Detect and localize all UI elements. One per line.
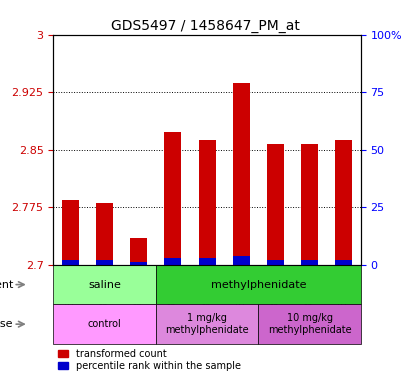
Text: dose: dose bbox=[0, 319, 13, 329]
Bar bbox=[96, 204, 113, 265]
FancyBboxPatch shape bbox=[155, 305, 258, 344]
Text: methylphenidate: methylphenidate bbox=[210, 280, 305, 290]
Bar bbox=[300, 144, 317, 265]
Text: saline: saline bbox=[88, 280, 121, 290]
Legend: transformed count, percentile rank within the sample: transformed count, percentile rank withi… bbox=[58, 349, 240, 371]
Text: 10 mg/kg
methylphenidate: 10 mg/kg methylphenidate bbox=[267, 313, 351, 335]
Bar bbox=[232, 256, 249, 265]
FancyBboxPatch shape bbox=[53, 305, 155, 344]
Bar bbox=[266, 144, 283, 265]
Bar bbox=[198, 140, 215, 265]
Bar bbox=[62, 260, 79, 265]
Bar bbox=[232, 83, 249, 265]
Bar bbox=[130, 263, 147, 265]
Bar bbox=[96, 260, 113, 265]
Bar bbox=[198, 258, 215, 265]
Bar bbox=[62, 200, 79, 265]
Text: agent: agent bbox=[0, 280, 13, 290]
FancyBboxPatch shape bbox=[155, 265, 360, 305]
Bar bbox=[300, 260, 317, 265]
Bar bbox=[130, 238, 147, 265]
Text: 1 mg/kg
methylphenidate: 1 mg/kg methylphenidate bbox=[165, 313, 248, 335]
Text: control: control bbox=[88, 319, 121, 329]
FancyBboxPatch shape bbox=[258, 305, 360, 344]
Bar bbox=[164, 258, 181, 265]
Bar bbox=[334, 260, 351, 265]
Bar bbox=[334, 141, 351, 265]
Bar bbox=[164, 132, 181, 265]
Text: GDS5497 / 1458647_PM_at: GDS5497 / 1458647_PM_at bbox=[110, 19, 299, 33]
FancyBboxPatch shape bbox=[53, 265, 155, 305]
Bar bbox=[266, 260, 283, 265]
